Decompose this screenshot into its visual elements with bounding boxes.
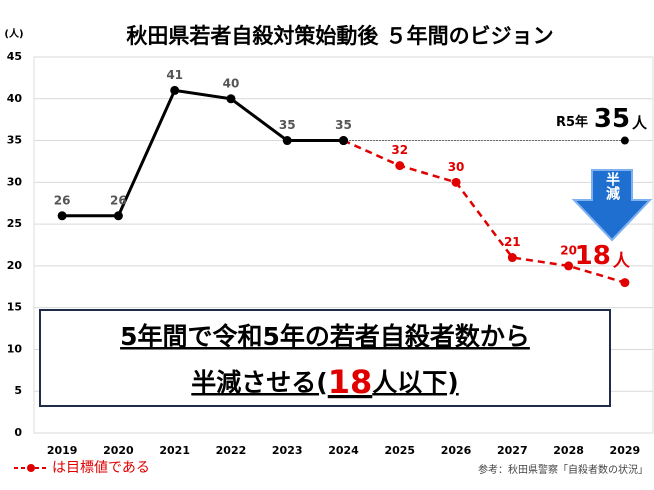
point — [170, 85, 180, 95]
value-label: 20 — [560, 243, 577, 257]
reference-prefix: R5年 — [556, 114, 588, 130]
y-tick-label: 40 — [7, 92, 23, 105]
value-label: 26 — [54, 193, 71, 207]
x-tick-label: 2027 — [497, 444, 528, 457]
halving-arrow — [571, 169, 653, 242]
y-tick-label: 30 — [7, 175, 23, 188]
y-tick-label: 0 — [14, 426, 22, 439]
value-label: 40 — [223, 76, 240, 90]
x-tick-label: 2026 — [441, 444, 472, 457]
y-tick-label: 20 — [7, 259, 23, 272]
reference-unit: 人 — [632, 114, 648, 132]
value-label: 35 — [335, 118, 352, 132]
arrow-label: 半減 — [604, 171, 620, 201]
x-tick-label: 2028 — [553, 444, 584, 457]
value-label: 35 — [279, 118, 296, 132]
series-line — [62, 88, 344, 218]
point — [226, 94, 236, 104]
legend-marker — [27, 464, 35, 472]
target-unit: 人 — [613, 252, 631, 272]
x-tick-label: 2023 — [272, 444, 303, 457]
legend-label: は目標値である — [52, 460, 150, 476]
point — [395, 161, 405, 171]
reference-value: 35 — [594, 104, 630, 134]
message-box — [39, 309, 611, 407]
message-line: 半減させる(18人以下) — [191, 363, 458, 401]
message-line: 5年間で令和5年の若者自殺者数から — [120, 322, 530, 351]
point — [113, 211, 123, 221]
y-tick-label: 35 — [7, 134, 22, 147]
y-tick-label: 45 — [7, 50, 22, 63]
x-tick-label: 2024 — [328, 444, 359, 457]
point — [620, 278, 630, 288]
point — [339, 136, 348, 146]
y-tick-label: 5 — [14, 384, 22, 397]
point — [507, 253, 517, 263]
y-tick-label: 10 — [7, 342, 23, 355]
value-label: 21 — [504, 235, 521, 249]
value-label: 32 — [391, 143, 408, 157]
x-tick-label: 2025 — [384, 444, 415, 457]
reference-marker — [620, 136, 629, 145]
x-tick-label: 2029 — [610, 444, 641, 457]
series-line — [342, 139, 626, 284]
x-tick-label: 2022 — [216, 444, 247, 457]
point — [564, 261, 574, 271]
value-label: 26 — [110, 193, 127, 207]
point — [57, 211, 67, 221]
value-label: 41 — [166, 68, 183, 82]
y-unit: (人) — [4, 27, 23, 40]
message-part: 人以下) — [372, 368, 458, 397]
y-tick-label: 15 — [7, 301, 22, 314]
y-tick-label: 25 — [7, 217, 22, 230]
point — [282, 136, 292, 146]
source-note: 参考：秋田県警察「自殺者数の状況」 — [478, 463, 648, 476]
x-tick-label: 2020 — [103, 444, 134, 457]
value-label: 30 — [448, 160, 465, 174]
value-label: 18 — [575, 241, 611, 271]
point — [451, 177, 461, 187]
message-part: 半減させる( — [191, 368, 327, 397]
x-tick-label: 2021 — [159, 444, 190, 457]
message-number: 18 — [328, 363, 373, 401]
chart-title: 秋田県若者自殺対策始動後 ５年間のビジョン — [126, 24, 553, 48]
x-tick-label: 2019 — [47, 444, 78, 457]
